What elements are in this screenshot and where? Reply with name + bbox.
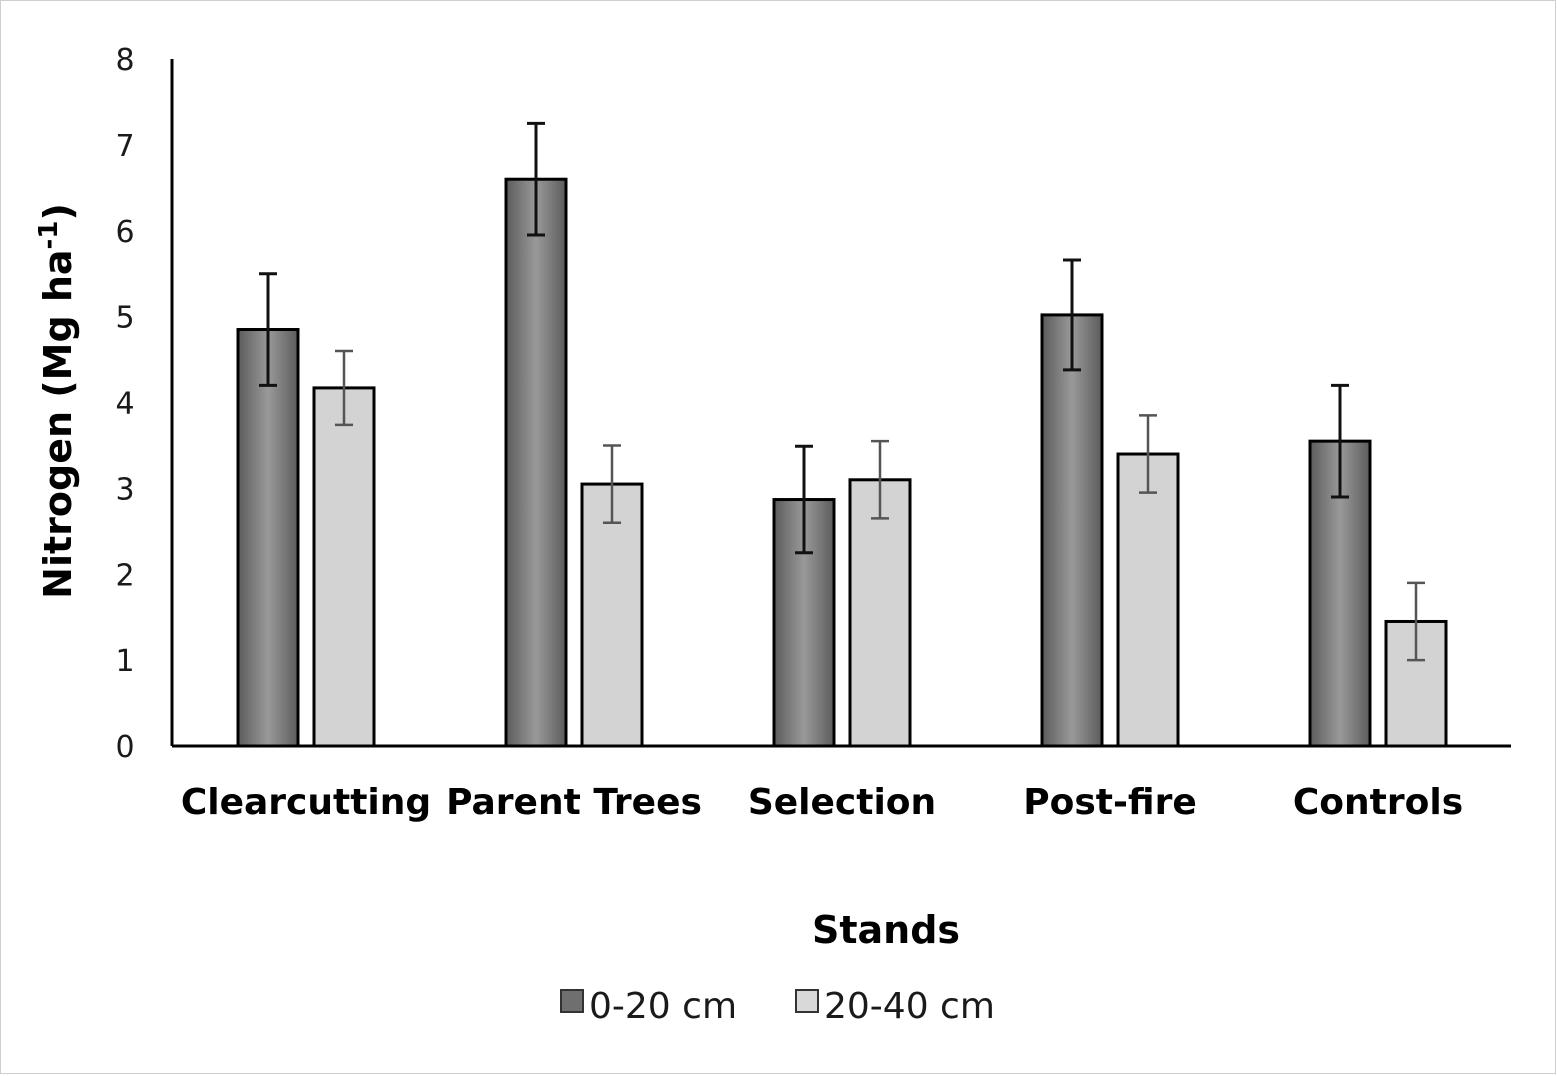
- legend-label: 20-40 cm: [824, 986, 995, 1027]
- y-tick-label: 8: [115, 43, 134, 78]
- bar-depth-20-40: [312, 386, 376, 748]
- x-category-label: Clearcutting: [181, 782, 431, 823]
- y-axis-title-text: Nitrogen (Mg ha: [36, 249, 80, 598]
- y-tick-label: 0: [115, 730, 134, 765]
- legend-item: 0-20 cm: [560, 986, 737, 1027]
- bar-depth-0-20: [236, 328, 300, 748]
- x-category-label: Controls: [1293, 782, 1463, 823]
- error-bar: [795, 444, 813, 555]
- error-bar: [871, 439, 889, 520]
- y-tick-label: 1: [115, 644, 134, 679]
- y-axis-title-close: ): [36, 203, 80, 220]
- error-bar: [1063, 258, 1081, 372]
- y-axis-title: Nitrogen (Mg ha-1): [34, 203, 80, 599]
- y-axis-tick-labels: 0 1 2 3 4 5 6 7 8: [115, 43, 134, 765]
- y-tick-label: 7: [115, 129, 134, 164]
- error-bar: [603, 444, 621, 524]
- bars: [236, 177, 1448, 748]
- legend-label: 0-20 cm: [589, 986, 737, 1027]
- bar-depth-0-20: [504, 177, 568, 748]
- x-category-label: Selection: [748, 782, 936, 823]
- error-bar: [259, 272, 277, 387]
- y-tick-label: 6: [115, 215, 134, 250]
- error-bar: [1407, 581, 1425, 662]
- x-category-label: Parent Trees: [446, 782, 702, 823]
- x-category-label: Post-fire: [1023, 782, 1197, 823]
- y-tick-label: 5: [115, 301, 134, 336]
- y-tick-label: 4: [115, 387, 134, 422]
- legend-swatch: [795, 989, 819, 1013]
- x-axis-category-labels: Clearcutting Parent Trees Selection Post-fi…: [181, 782, 1463, 823]
- bar-depth-20-40: [1384, 619, 1448, 748]
- y-tick-label: 2: [115, 558, 134, 593]
- error-bar: [1139, 414, 1157, 494]
- legend-swatch: [560, 989, 584, 1013]
- y-tick-label: 3: [115, 472, 134, 507]
- error-bars: [259, 121, 1425, 662]
- bar-depth-20-40: [848, 478, 912, 748]
- bar-depth-20-40: [1116, 452, 1180, 748]
- legend: 0-20 cm 20-40 cm: [560, 986, 995, 1027]
- x-axis-title: Stands: [812, 908, 960, 952]
- y-axis-title-superscript: -1: [34, 221, 64, 250]
- error-bar: [335, 349, 353, 427]
- error-bar: [1331, 383, 1349, 499]
- error-bar: [527, 121, 545, 237]
- legend-item: 20-40 cm: [795, 986, 995, 1027]
- bar-depth-0-20: [1040, 313, 1104, 748]
